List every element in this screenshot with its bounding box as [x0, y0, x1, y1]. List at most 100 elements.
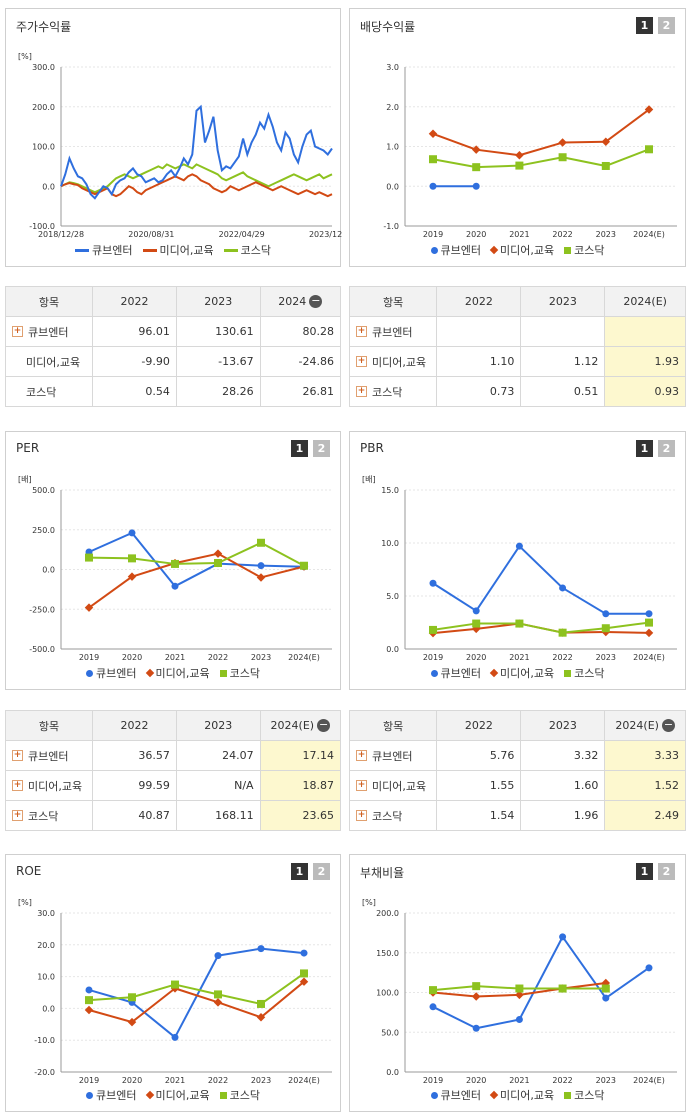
x-tick-label: 2019	[79, 653, 99, 662]
chart-title: 주가수익률	[16, 20, 72, 34]
legend-item-media[interactable]: 미디어,교육	[145, 1087, 210, 1103]
legend-item-kosdaq[interactable]: 코스닥	[564, 1087, 604, 1103]
legend-item-media[interactable]: 미디어,교육	[145, 665, 210, 681]
y-tick-label: 0.0	[386, 1068, 399, 1077]
collapse-icon[interactable]: −	[309, 294, 323, 309]
point-kosdaq	[128, 993, 136, 1002]
x-tick-label: 2023	[596, 230, 616, 239]
table-row: + 큐브엔터	[348, 316, 686, 347]
legend-item-cube[interactable]: 큐브엔터	[86, 665, 137, 681]
chart-title: PBR	[360, 441, 384, 455]
point-kosdaq	[645, 618, 653, 627]
x-tick-label: 2022/04/29	[219, 230, 265, 239]
series-segment-cube	[605, 967, 650, 999]
series-segment-media	[476, 148, 520, 157]
view-1-button[interactable]: 1	[636, 863, 653, 880]
legend-marker	[86, 669, 94, 677]
series-segment-kosdaq	[476, 985, 520, 990]
y-tick-label: 30.0	[37, 909, 55, 918]
legend-item-kosdaq[interactable]: 코스닥	[564, 242, 604, 258]
view-1-button[interactable]: 1	[636, 17, 653, 34]
legend-item-kosdaq[interactable]: 코스닥	[564, 665, 604, 681]
x-tick-label: 2024(E)	[633, 230, 665, 239]
expand-icon[interactable]: +	[356, 356, 367, 367]
x-tick-label: 2022	[208, 653, 228, 662]
view-2-button[interactable]: 2	[313, 440, 330, 457]
y-tick-label: 50.0	[381, 1028, 399, 1037]
column-header-year: 2022	[92, 710, 177, 741]
expand-icon[interactable]: +	[12, 780, 23, 791]
legend-item-media[interactable]: 미디어,교육	[489, 1087, 554, 1103]
view-1-button[interactable]: 1	[291, 863, 308, 880]
cell-value: -13.67	[175, 346, 261, 377]
point-media	[127, 1017, 137, 1027]
series-segment-media	[260, 565, 305, 579]
expand-icon[interactable]: +	[356, 750, 367, 761]
series-segment-kosdaq	[217, 541, 262, 564]
legend-item-media[interactable]: 미디어,교육	[489, 665, 554, 681]
cell-value: 0.73	[436, 376, 522, 407]
legend-item-kosdaq[interactable]: 코스닥	[219, 1087, 260, 1103]
cell-value: 23.65	[259, 800, 342, 831]
view-2-button[interactable]: 2	[313, 863, 330, 880]
collapse-icon[interactable]: −	[661, 718, 675, 733]
x-tick-label: 2024(E)	[633, 1076, 665, 1085]
expand-icon[interactable]: +	[12, 750, 23, 761]
legend-item-media[interactable]: 미디어,교육	[142, 242, 214, 258]
legend-marker	[564, 1091, 572, 1099]
table-pbr: 항목 2022 2023 2024(E) − + 큐브엔터 5.76 3.32 3.33 + 미디어,…	[348, 710, 686, 831]
legend-item-cube[interactable]: 큐브엔터	[86, 1087, 137, 1103]
legend-item-cube[interactable]: 큐브엔터	[75, 242, 133, 258]
cell-value	[520, 316, 606, 347]
column-header-year: 2023	[175, 710, 261, 741]
point-media	[256, 1013, 266, 1022]
series-segment-kosdaq	[260, 541, 305, 567]
point-kosdaq	[171, 980, 179, 989]
view-2-button[interactable]: 2	[658, 440, 675, 457]
x-tick-label: 2019	[423, 653, 443, 662]
series-segment-kosdaq	[432, 622, 477, 631]
legend-item-cube[interactable]: 큐브엔터	[430, 665, 481, 681]
series-segment-media	[174, 552, 219, 565]
expand-icon[interactable]: +	[356, 386, 367, 397]
expand-icon[interactable]: +	[356, 326, 367, 337]
expand-icon[interactable]: +	[356, 810, 367, 821]
point-kosdaq	[558, 153, 567, 162]
view-2-button[interactable]: 2	[658, 17, 675, 34]
point-cube	[429, 182, 437, 190]
x-tick-label: 2024(E)	[633, 653, 665, 662]
legend-item-media[interactable]: 미디어,교육	[489, 242, 554, 258]
point-cube	[257, 945, 265, 953]
x-tick-label: 2021	[509, 230, 529, 239]
series-segment-media	[217, 552, 262, 579]
collapse-icon[interactable]: −	[317, 718, 331, 733]
series-segment-kosdaq	[605, 621, 650, 630]
series-segment-cube	[131, 532, 176, 587]
point-cube	[171, 582, 179, 590]
expand-icon[interactable]: +	[356, 780, 367, 791]
legend-marker	[489, 668, 499, 678]
point-cube	[602, 610, 610, 618]
unit-label: [배]	[18, 475, 32, 484]
series-segment-media	[131, 987, 176, 1023]
x-tick-label: 2021	[165, 653, 185, 662]
column-header-year: 2023	[175, 286, 261, 317]
point-cube	[429, 579, 437, 587]
point-cube	[645, 964, 653, 972]
view-1-button[interactable]: 1	[636, 440, 653, 457]
unit-label: [%]	[18, 898, 32, 907]
x-tick-label: 2019	[79, 1076, 99, 1085]
expand-icon[interactable]: +	[12, 810, 23, 821]
table-dividend: 항목 2022 2023 2024(E) + 큐브엔터 + 미디어,교육 1.10 1.12 1.9…	[348, 286, 686, 407]
legend: 큐브엔터 미디어,교육 코스닥	[6, 242, 340, 258]
view-2-button[interactable]: 2	[658, 863, 675, 880]
legend-item-cube[interactable]: 큐브엔터	[430, 242, 481, 258]
legend-label: 코스닥	[229, 1089, 260, 1102]
legend-item-cube[interactable]: 큐브엔터	[430, 1087, 481, 1103]
view-1-button[interactable]: 1	[291, 440, 308, 457]
expand-icon[interactable]: +	[12, 326, 23, 337]
legend-label: 큐브엔터	[96, 667, 137, 680]
legend-item-kosdaq[interactable]: 코스닥	[219, 665, 260, 681]
legend-item-kosdaq[interactable]: 코스닥	[223, 242, 271, 258]
x-tick-label: 2019	[423, 1076, 443, 1085]
